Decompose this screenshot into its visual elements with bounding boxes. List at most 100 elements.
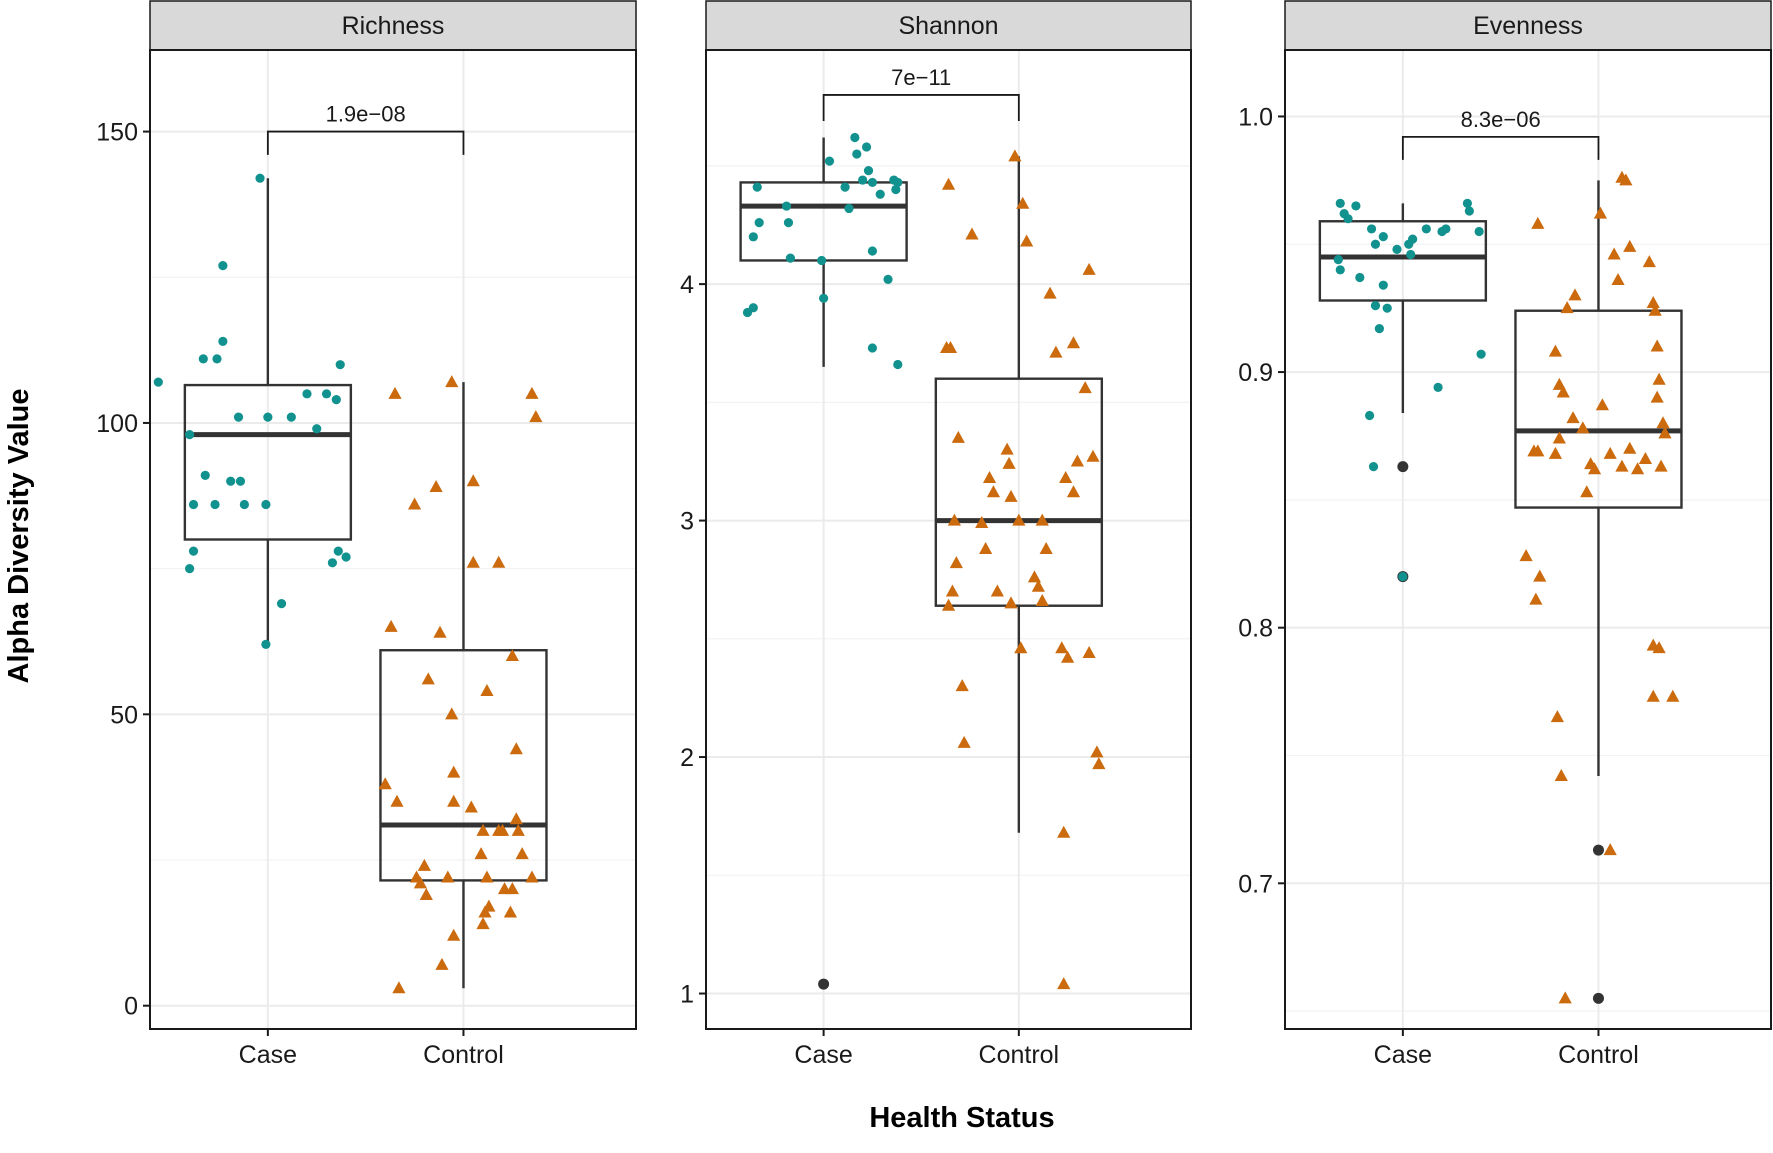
- control-point: [1615, 459, 1629, 472]
- control-point: [525, 386, 539, 399]
- outlier-point: [1397, 461, 1409, 473]
- iqr-box: [1318, 220, 1488, 302]
- control-point: [1642, 255, 1656, 268]
- case-point: [218, 261, 228, 271]
- control-point: [1078, 381, 1092, 394]
- control-point: [392, 981, 406, 994]
- control-point: [1004, 596, 1018, 609]
- control-point: [466, 474, 480, 487]
- control-point: [1004, 489, 1018, 502]
- case-point: [1437, 226, 1447, 237]
- y-tick-label: 0.7: [1238, 870, 1273, 898]
- x-tick-label: Control: [1558, 1041, 1639, 1069]
- case-point: [1366, 224, 1377, 234]
- x-tick-label: Case: [239, 1041, 297, 1069]
- control-point: [1039, 541, 1053, 554]
- control-point: [421, 672, 435, 685]
- control-point: [957, 735, 971, 748]
- control-point: [949, 556, 963, 569]
- control-point: [1057, 825, 1071, 838]
- case-boxplot: [183, 178, 353, 645]
- control-point: [1593, 206, 1608, 219]
- control-point: [1656, 416, 1670, 429]
- control-point: [1012, 513, 1026, 526]
- control-boxplot: [1514, 180, 1683, 776]
- case-point: [748, 303, 758, 313]
- control-point: [515, 847, 529, 860]
- case-point: [185, 564, 195, 574]
- control-point: [1648, 303, 1662, 316]
- control-point: [990, 584, 1004, 597]
- case-point: [1406, 249, 1416, 260]
- y-tick-label: 0.9: [1238, 359, 1273, 387]
- x-tick-label: Case: [1374, 1041, 1432, 1069]
- panel-border: [149, 49, 637, 1030]
- case-point: [875, 189, 885, 199]
- control-point: [982, 471, 997, 484]
- control-point: [1066, 336, 1081, 349]
- control-point: [1550, 710, 1564, 723]
- panel-border: [1284, 49, 1772, 1030]
- control-point: [1595, 398, 1609, 411]
- control-point: [1002, 456, 1016, 469]
- control-point: [1049, 345, 1063, 358]
- case-point: [1335, 198, 1345, 208]
- control-point: [1086, 449, 1100, 462]
- case-point: [1382, 303, 1392, 313]
- case-point: [1476, 349, 1486, 359]
- control-point: [525, 870, 539, 883]
- case-point: [785, 253, 796, 263]
- case-point: [1343, 214, 1353, 224]
- control-point: [1646, 689, 1660, 702]
- control-point: [1554, 768, 1568, 781]
- control-point: [482, 899, 496, 912]
- case-point: [321, 389, 332, 399]
- y-tick-label: 4: [680, 271, 694, 299]
- iqr-box: [183, 383, 353, 541]
- control-point: [445, 375, 459, 388]
- case-point: [1378, 280, 1388, 290]
- control-point: [1533, 569, 1547, 582]
- case-point: [844, 203, 854, 214]
- case-point: [783, 218, 794, 228]
- case-point: [263, 412, 273, 422]
- case-point: [867, 177, 878, 188]
- significance-bracket: [266, 130, 465, 155]
- y-tick-label: 0: [124, 993, 138, 1021]
- control-point: [1055, 641, 1069, 654]
- control-point: [529, 410, 543, 423]
- plot-area: [149, 49, 637, 1030]
- panel-title: Shannon: [898, 12, 998, 40]
- case-point: [188, 499, 199, 510]
- control-point: [986, 485, 1001, 498]
- control-point: [1630, 462, 1645, 475]
- control-point: [1658, 426, 1672, 439]
- case-point: [261, 499, 271, 510]
- case-point: [840, 182, 850, 192]
- control-point: [1066, 485, 1081, 498]
- y-tick-label: 2: [680, 744, 694, 772]
- case-point: [1421, 224, 1431, 234]
- case-point: [188, 546, 199, 556]
- case-point: [1374, 324, 1384, 334]
- case-point: [333, 546, 343, 556]
- control-point: [419, 887, 433, 900]
- case-point: [255, 173, 265, 183]
- control-point: [1531, 216, 1545, 229]
- control-point: [417, 858, 431, 871]
- y-tick-label: 50: [110, 701, 138, 729]
- control-point: [480, 684, 494, 697]
- x-tick-label: Control: [423, 1041, 504, 1069]
- panel-border: [705, 49, 1192, 1030]
- control-point: [1043, 286, 1057, 299]
- iqr-box: [1514, 309, 1683, 509]
- significance-bracket: [822, 94, 1020, 121]
- control-point: [1548, 344, 1563, 357]
- control-point: [955, 679, 969, 692]
- control-point: [1623, 239, 1637, 252]
- control-point: [433, 625, 447, 638]
- control-point: [441, 870, 455, 883]
- control-point: [941, 177, 956, 190]
- x-axis-title: Health Status: [869, 1102, 1054, 1134]
- control-point: [1082, 262, 1096, 275]
